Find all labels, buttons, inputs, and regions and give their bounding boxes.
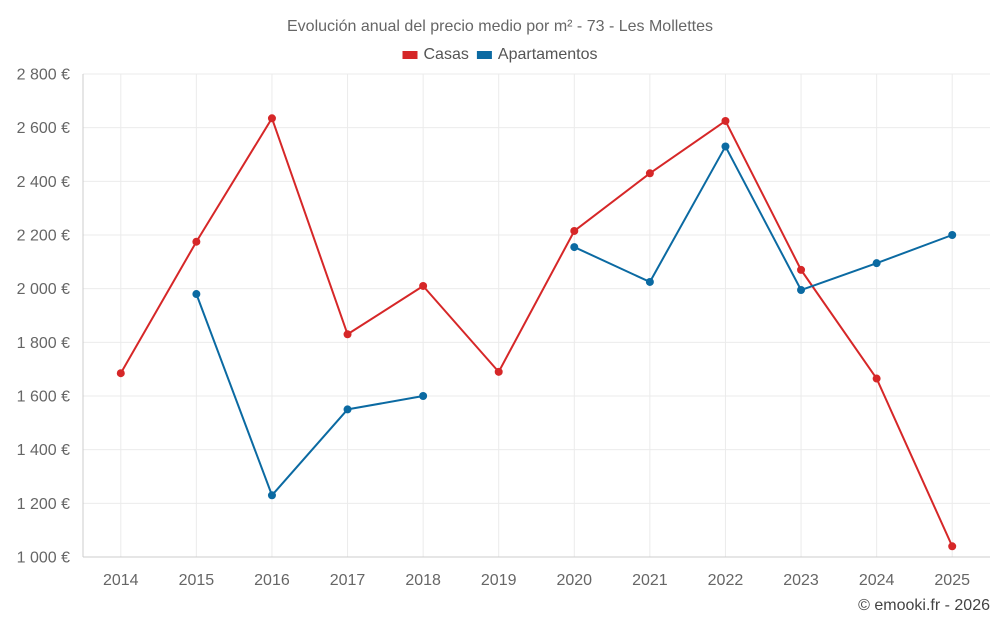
y-tick-label: 2 400 € xyxy=(17,174,70,191)
x-tick-label: 2015 xyxy=(179,572,215,589)
data-point-casas[interactable] xyxy=(645,169,654,178)
y-tick-label: 1 200 € xyxy=(17,496,70,513)
legend-item-casas[interactable]: Casas xyxy=(402,46,469,63)
data-point-apartamentos[interactable] xyxy=(797,286,806,295)
data-point-apartamentos[interactable] xyxy=(343,405,352,414)
data-point-casas[interactable] xyxy=(570,226,579,235)
grid xyxy=(83,73,990,558)
legend: Casas Apartamentos xyxy=(402,46,598,63)
data-point-casas[interactable] xyxy=(948,542,957,551)
y-tick-label: 2 200 € xyxy=(17,228,70,245)
legend-label: Apartamentos xyxy=(498,46,598,63)
data-point-casas[interactable] xyxy=(192,237,201,246)
y-tick-label: 1 600 € xyxy=(17,389,70,406)
legend-swatch xyxy=(402,51,418,59)
x-tick-label: 2021 xyxy=(632,572,668,589)
data-point-casas[interactable] xyxy=(116,369,125,378)
x-tick-label: 2018 xyxy=(405,572,441,589)
legend-item-apartamentos[interactable]: Apartamentos xyxy=(476,46,598,63)
legend-swatch xyxy=(476,51,492,59)
series-line-casas xyxy=(119,117,954,547)
x-tick-label: 2022 xyxy=(708,572,744,589)
x-tick-label: 2016 xyxy=(254,572,290,589)
data-point-apartamentos[interactable] xyxy=(948,231,957,239)
x-tick-label: 2019 xyxy=(481,572,517,589)
x-tick-label: 2024 xyxy=(859,572,895,589)
x-tick-label: 2023 xyxy=(783,572,819,589)
data-point-apartamentos[interactable] xyxy=(419,392,428,400)
data-point-apartamentos[interactable] xyxy=(721,142,730,151)
data-point-apartamentos[interactable] xyxy=(645,277,654,286)
data-point-casas[interactable] xyxy=(419,281,428,290)
data-point-apartamentos[interactable] xyxy=(570,243,579,252)
y-tick-label: 1 000 € xyxy=(17,550,70,567)
data-point-casas[interactable] xyxy=(872,374,881,383)
data-point-casas[interactable] xyxy=(797,265,806,274)
data-point-casas[interactable] xyxy=(267,114,276,123)
y-tick-label: 1 400 € xyxy=(17,442,70,459)
x-tick-label: 2020 xyxy=(556,572,592,589)
y-tick-label: 2 600 € xyxy=(17,120,70,137)
data-point-apartamentos[interactable] xyxy=(872,259,881,268)
data-point-casas[interactable] xyxy=(721,116,730,125)
series-layer xyxy=(116,114,957,551)
x-tick-label: 2025 xyxy=(934,572,970,589)
y-axis: 1 000 € 1 200 € 1 400 € 1 600 € 1 800 € 2 000… xyxy=(17,67,84,567)
y-tick-label: 1 800 € xyxy=(17,335,70,352)
chart-title: Evolución anual del precio medio por m² … xyxy=(287,18,713,35)
x-tick-label: 2017 xyxy=(330,572,366,589)
data-point-apartamentos[interactable] xyxy=(267,491,276,500)
x-axis: 2014 2015 2016 2017 2018 2019 2020 2021 2022 2023… xyxy=(83,556,990,589)
y-tick-label: 2 000 € xyxy=(17,281,70,298)
legend-label: Casas xyxy=(424,46,469,63)
x-tick-label: 2014 xyxy=(103,572,139,589)
series-apartamentos xyxy=(192,142,957,500)
data-point-casas[interactable] xyxy=(494,367,503,376)
data-point-casas[interactable] xyxy=(343,330,352,339)
series-casas xyxy=(116,114,957,551)
series-line-apartamentos xyxy=(195,145,953,497)
y-tick-label: 2 800 € xyxy=(17,67,70,84)
data-point-apartamentos[interactable] xyxy=(192,290,201,299)
credit-text: © emooki.fr - 2026 xyxy=(858,597,990,614)
